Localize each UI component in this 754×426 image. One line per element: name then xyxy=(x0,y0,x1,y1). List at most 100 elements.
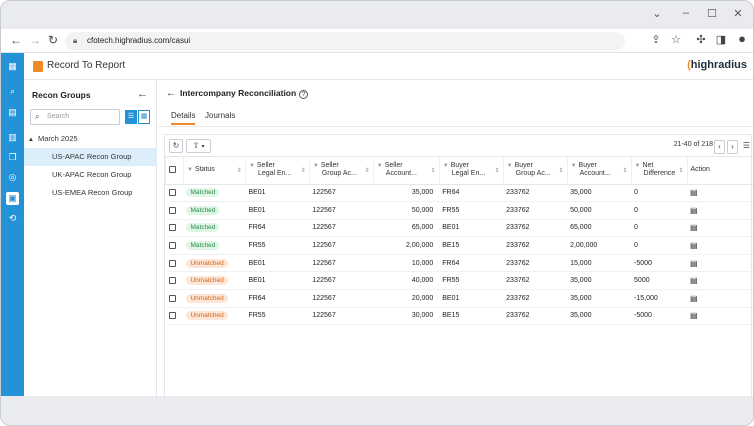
row-checkbox[interactable] xyxy=(168,294,176,302)
search-input[interactable]: ⌕ Search xyxy=(30,109,120,125)
close-icon[interactable]: ✕ xyxy=(733,8,743,20)
table-row[interactable]: Matched FR64 122567 65,000 BE01 233762 65,000 0… xyxy=(165,219,753,238)
export-button[interactable]: ⇧ ▾ xyxy=(186,139,211,153)
comment-icon[interactable]: ▤ xyxy=(690,311,698,321)
table-row[interactable]: Matched FR55 122567 2,00,000 BE15 233762 2,00,… xyxy=(165,236,753,255)
list-view-icon[interactable]: ☰ xyxy=(125,110,137,124)
filter-icon[interactable]: ▼ xyxy=(376,163,383,170)
maximize-icon[interactable]: ☐ xyxy=(707,8,717,20)
sort-icon[interactable]: ⇕ xyxy=(364,168,370,174)
table-row[interactable]: Unmatched FR55 122567 30,000 BE15 233762 35,00… xyxy=(165,307,753,326)
cell-seller-le: FR64 xyxy=(245,219,310,238)
grid-view-icon[interactable]: ▦ xyxy=(138,110,150,124)
filter-icon[interactable]: ▼ xyxy=(442,163,449,170)
search-placeholder: Search xyxy=(47,113,70,120)
column-header[interactable]: ▼ Seller Account... ⇕ xyxy=(372,157,440,185)
sort-icon[interactable]: ⇕ xyxy=(678,168,684,174)
sort-icon[interactable]: ⇕ xyxy=(494,168,500,174)
table-row[interactable]: Unmatched BE01 122567 40,000 FR55 233762 35,00… xyxy=(165,271,753,291)
column-header[interactable]: ▼ Buyer Legal En... ⇕ xyxy=(438,157,504,185)
chevron-down-icon[interactable]: ⌄ xyxy=(652,8,662,20)
sort-icon[interactable]: ⇕ xyxy=(622,168,628,174)
row-checkbox[interactable] xyxy=(168,277,176,285)
grid-icon[interactable]: ▦ xyxy=(8,61,17,71)
next-page-icon[interactable]: › xyxy=(727,140,738,154)
comment-icon[interactable]: ▤ xyxy=(690,276,698,286)
row-checkbox[interactable] xyxy=(168,189,176,197)
tree-period[interactable]: ▲ March 2025 xyxy=(28,134,78,143)
target-icon[interactable]: ◎ xyxy=(8,172,17,182)
table-row[interactable]: Matched BE01 122567 50,000 FR55 233762 50,000 0… xyxy=(165,201,753,220)
filter-icon[interactable]: ▼ xyxy=(570,163,577,170)
building-icon[interactable]: ▣ xyxy=(6,192,19,205)
comment-icon[interactable]: ▤ xyxy=(690,241,698,251)
collapse-arrow-icon[interactable]: ← xyxy=(137,88,148,100)
row-checkbox[interactable] xyxy=(168,206,176,214)
column-header[interactable]: ▼ Buyer Account... ⇕ xyxy=(566,157,632,185)
cell-seller-le: BE01 xyxy=(245,184,310,203)
tab-details[interactable]: Details xyxy=(171,111,196,125)
column-header[interactable]: Action xyxy=(686,157,753,185)
back-arrow-icon[interactable]: ← xyxy=(166,88,176,99)
sidebar-icon[interactable]: ◨ xyxy=(715,34,727,46)
columns-menu-icon[interactable]: ☰ xyxy=(742,141,751,150)
sort-icon[interactable]: ⇕ xyxy=(558,168,564,174)
cell-buyer-amt: 15,000 xyxy=(567,254,632,273)
column-header[interactable]: ▼ Net Difference ⇕ xyxy=(630,157,687,185)
profile-icon[interactable]: ● xyxy=(738,31,746,46)
cell-buyer-amt: 35,000 xyxy=(567,271,632,291)
refresh-icon[interactable]: ⟲ xyxy=(8,213,17,223)
row-checkbox[interactable] xyxy=(168,241,176,249)
comment-icon[interactable]: ▤ xyxy=(690,223,698,233)
row-checkbox[interactable] xyxy=(168,312,176,320)
help-icon[interactable]: ? xyxy=(299,90,309,99)
report-icon[interactable]: ▤ xyxy=(8,107,17,117)
filter-icon[interactable]: ▼ xyxy=(248,163,255,170)
prev-page-icon[interactable]: ‹ xyxy=(714,140,725,154)
copy-icon[interactable]: ❐ xyxy=(8,152,17,162)
cell-buyer-ga: 233762 xyxy=(503,184,568,203)
notebook-icon[interactable]: ▥ xyxy=(8,132,17,142)
filter-icon[interactable]: ▼ xyxy=(312,163,319,170)
back-arrow-icon[interactable]: ← xyxy=(10,33,22,47)
recon-group-item[interactable]: US-APAC Recon Group xyxy=(24,148,157,166)
comment-icon[interactable]: ▤ xyxy=(690,188,698,198)
chevron-down-icon: ▾ xyxy=(201,144,205,150)
recon-group-item[interactable]: UK-APAC Recon Group xyxy=(52,170,132,179)
status-badge: Unmatched xyxy=(186,258,228,268)
refresh-icon[interactable]: ↻ xyxy=(169,139,183,153)
comment-icon[interactable]: ▤ xyxy=(690,258,698,268)
filter-icon[interactable]: ▼ xyxy=(186,167,193,174)
share-icon[interactable]: ⇪ xyxy=(651,34,661,46)
extensions-icon[interactable]: ✣ xyxy=(696,34,706,46)
column-header[interactable]: ▼ Seller Group Ac... ⇕ xyxy=(308,157,374,185)
cell-buyer-ga: 233762 xyxy=(503,236,568,255)
table-row[interactable]: Matched BE01 122567 35,000 FR64 233762 35,000 0… xyxy=(165,184,753,203)
forward-arrow-icon[interactable]: → xyxy=(29,33,41,47)
checkbox[interactable] xyxy=(169,166,176,174)
select-all-checkbox[interactable] xyxy=(165,157,184,185)
comment-icon[interactable]: ▤ xyxy=(690,293,698,303)
table-row[interactable]: Unmatched FR64 122567 20,000 BE01 233762 35,00… xyxy=(165,289,753,308)
star-icon[interactable]: ☆ xyxy=(671,34,681,46)
filter-icon[interactable]: ▼ xyxy=(634,163,641,170)
column-header[interactable]: ▼ Seller Legal En... ⇕ xyxy=(244,157,310,185)
cell-seller-ga: 122567 xyxy=(309,236,374,255)
column-header[interactable]: ▼ Status ⇕ xyxy=(182,157,246,185)
tab-journals[interactable]: Journals xyxy=(205,111,236,120)
row-checkbox[interactable] xyxy=(168,224,176,232)
row-checkbox[interactable] xyxy=(168,259,176,267)
sort-icon[interactable]: ⇕ xyxy=(300,168,306,174)
url-field[interactable]: 🔒︎ cfotech.highradius.com/casui xyxy=(65,32,625,50)
sort-icon[interactable]: ⇕ xyxy=(236,168,242,174)
reload-icon[interactable]: ↻ xyxy=(47,33,59,47)
search-icon[interactable]: ⌕ xyxy=(9,86,16,96)
column-header[interactable]: ▼ Buyer Group Ac... ⇕ xyxy=(502,157,568,185)
table-row[interactable]: Unmatched BE01 122567 10,000 FR64 233762 15,00… xyxy=(165,254,753,273)
cell-seller-ga: 122567 xyxy=(309,201,374,220)
recon-group-item[interactable]: US-EMEA Recon Group xyxy=(52,188,133,197)
comment-icon[interactable]: ▤ xyxy=(690,205,698,215)
minimize-icon[interactable]: – xyxy=(682,7,690,19)
filter-icon[interactable]: ▼ xyxy=(506,163,513,170)
sort-icon[interactable]: ⇕ xyxy=(430,168,436,174)
